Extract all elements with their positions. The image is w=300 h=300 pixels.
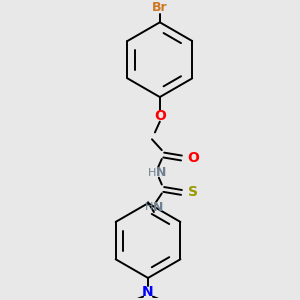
Text: N: N [142,285,154,299]
Text: H: H [145,202,153,212]
Text: Br: Br [152,1,168,14]
Text: S: S [188,185,198,200]
Text: O: O [187,151,199,165]
Text: H: H [148,168,156,178]
Text: O: O [154,109,166,123]
Text: N: N [156,166,166,179]
Text: N: N [153,201,163,214]
